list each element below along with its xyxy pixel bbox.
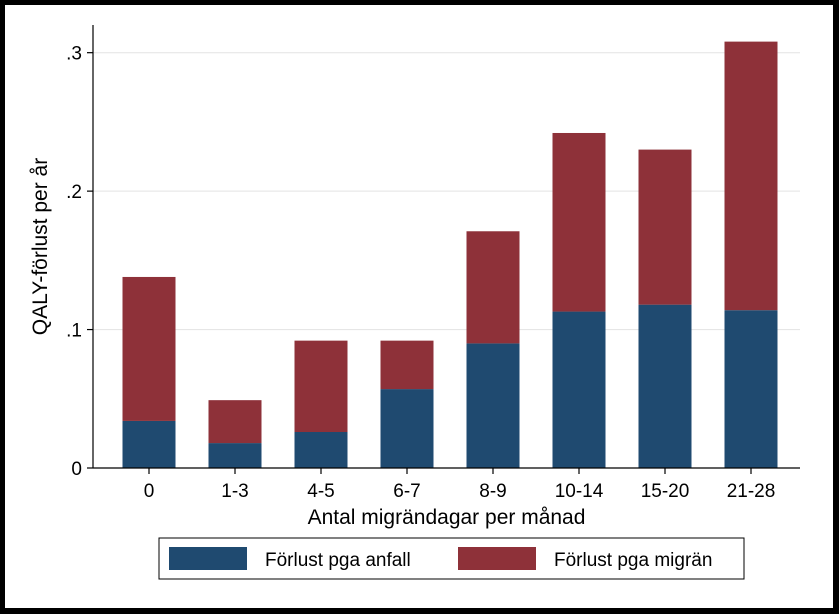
grid-lines bbox=[93, 52, 800, 331]
legend-box bbox=[158, 537, 745, 580]
y-tick-label: .1 bbox=[66, 321, 82, 342]
x-tick-label: 0 bbox=[144, 481, 155, 502]
y-tick-label: 0 bbox=[71, 459, 82, 480]
bar-segment-migran bbox=[294, 340, 348, 433]
y-tick-label: .3 bbox=[66, 44, 82, 65]
bar-segment-migran bbox=[380, 340, 434, 390]
bar-segment-migran bbox=[122, 276, 176, 421]
x-tick-label: 6-7 bbox=[393, 481, 420, 502]
y-tick-label: .2 bbox=[66, 182, 82, 203]
chart-frame: 0 .1 .2 .3 0 1-3 4-5 6-7 8-9 10-14 15-20 21-28 QAL… bbox=[5, 5, 833, 608]
bar-segment-anfall bbox=[122, 420, 176, 468]
bars bbox=[122, 41, 778, 468]
x-tick-label: 1-3 bbox=[221, 481, 248, 502]
x-tick-label: 21-28 bbox=[727, 481, 776, 502]
legend-label-anfall: Förlust pga anfall bbox=[265, 550, 411, 571]
bar-segment-migran bbox=[466, 231, 520, 344]
bar-segment-migran bbox=[208, 400, 262, 444]
legend: Förlust pga anfall Förlust pga migrän bbox=[158, 537, 745, 580]
x-axis-title: Antal migrändagar per månad bbox=[308, 506, 586, 529]
legend-label-migran: Förlust pga migrän bbox=[554, 550, 712, 571]
bar-segment-migran bbox=[552, 132, 606, 312]
bar-segment-anfall bbox=[294, 432, 348, 468]
bar-segment-anfall bbox=[466, 343, 520, 468]
x-tick-label: 4-5 bbox=[307, 481, 334, 502]
bar-segment-anfall bbox=[638, 304, 692, 468]
legend-swatch-anfall bbox=[169, 547, 247, 570]
stacked-bar-chart: 0 .1 .2 .3 0 1-3 4-5 6-7 8-9 10-14 15-20 21-28 QAL… bbox=[29, 25, 800, 580]
y-axis-title: QALY-förlust per år bbox=[29, 158, 52, 335]
bar-segment-migran bbox=[724, 41, 778, 311]
x-tick-label: 8-9 bbox=[479, 481, 506, 502]
x-tick-label: 10-14 bbox=[555, 481, 604, 502]
y-ticks: 0 .1 .2 .3 bbox=[66, 44, 93, 480]
bar-segment-anfall bbox=[724, 310, 778, 468]
x-ticks: 0 1-3 4-5 6-7 8-9 10-14 15-20 21-28 bbox=[144, 468, 776, 502]
legend-swatch-migran bbox=[458, 547, 536, 570]
bar-segment-anfall bbox=[552, 311, 606, 468]
bar-segment-migran bbox=[638, 149, 692, 305]
bar-segment-anfall bbox=[208, 443, 262, 468]
bar-segment-anfall bbox=[380, 389, 434, 468]
x-tick-label: 15-20 bbox=[641, 481, 690, 502]
